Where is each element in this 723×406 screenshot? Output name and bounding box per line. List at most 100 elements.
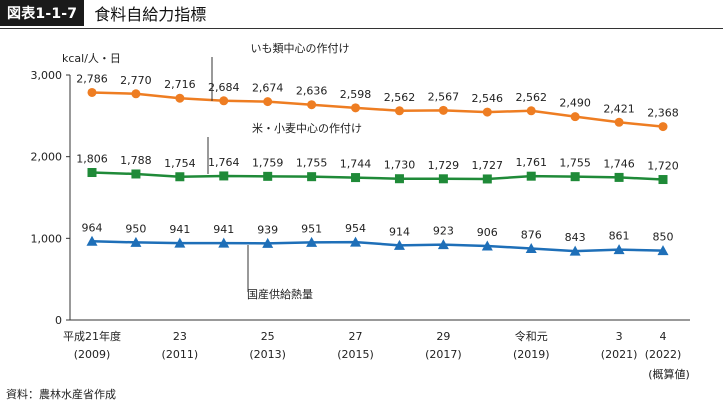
x-tick-year-label: (2011) — [162, 348, 199, 361]
series-line — [91, 171, 664, 181]
data-label: 1,720 — [647, 160, 679, 173]
data-point — [263, 97, 273, 107]
data-point — [350, 236, 362, 247]
data-label: 906 — [477, 226, 498, 239]
data-label: 1,759 — [252, 156, 284, 169]
data-point — [263, 171, 273, 181]
data-point — [438, 174, 448, 184]
data-point — [262, 237, 274, 248]
header-divider — [0, 28, 723, 29]
y-axis-unit-label: kcal/人・日 — [62, 52, 121, 65]
data-point — [175, 93, 185, 103]
x-tick-year-label: (2013) — [249, 348, 286, 361]
x-tick-year-label: (2019) — [513, 348, 550, 361]
data-point — [570, 172, 580, 182]
data-label: 941 — [213, 223, 234, 236]
data-point — [569, 245, 581, 256]
data-label: 1,755 — [296, 157, 328, 170]
x-tick-label: 平成21年度 — [63, 329, 121, 343]
data-point — [87, 168, 97, 178]
data-label: 1,730 — [384, 159, 416, 172]
x-tick-year-label: (2017) — [425, 348, 462, 361]
data-label: 861 — [609, 230, 630, 243]
series-kome: 1,806 1,788 1,754 1,764 1,759 1,755 1,744 1,730… — [76, 153, 679, 185]
y-tick-label: 3,000 — [31, 69, 63, 82]
x-tick-year-label: (2015) — [337, 348, 374, 361]
data-label: 1,729 — [428, 159, 460, 172]
y-tick-label: 2,000 — [31, 151, 63, 164]
data-label: 2,546 — [472, 92, 504, 105]
data-point — [306, 236, 318, 247]
data-label: 2,368 — [647, 107, 679, 120]
data-point — [307, 172, 317, 182]
data-label: 2,562 — [384, 91, 416, 104]
data-point — [481, 240, 493, 251]
data-point — [219, 171, 229, 181]
data-point — [87, 87, 97, 97]
y-tick-label: 1,000 — [31, 232, 63, 245]
data-label: 1,744 — [340, 158, 372, 171]
data-point — [437, 239, 449, 250]
data-label: 2,636 — [296, 85, 328, 98]
series-kokusan: 964 950 941 941 939 951 954 914 923 906 876 843 861 8… — [82, 221, 674, 256]
data-label: 2,716 — [164, 78, 196, 91]
x-tick-year-label: (2022) — [645, 348, 682, 361]
data-label: 2,421 — [603, 102, 635, 115]
x-tick-label: 29 — [436, 330, 450, 343]
data-label: 843 — [565, 231, 586, 244]
data-point — [614, 117, 624, 127]
data-label: 2,786 — [76, 72, 108, 85]
x-tick-label: 令和元 — [515, 329, 548, 343]
data-label: 1,761 — [515, 156, 547, 169]
data-label: 914 — [389, 225, 410, 238]
data-label: 951 — [301, 222, 322, 235]
data-point — [613, 244, 625, 255]
data-point — [131, 89, 141, 99]
data-label: 1,764 — [208, 156, 240, 169]
data-label: 1,746 — [603, 157, 635, 170]
data-point — [131, 169, 141, 179]
data-label: 1,788 — [120, 154, 152, 167]
y-tick-label: 0 — [55, 314, 62, 327]
series-line — [91, 91, 664, 128]
data-label: 950 — [125, 222, 146, 235]
data-point — [218, 237, 230, 248]
series-imo: 2,786 2,770 2,716 2,684 2,674 2,636 2,598 2,562… — [76, 72, 679, 132]
data-label: 1,754 — [164, 157, 196, 170]
data-point — [658, 122, 668, 132]
data-label: 2,674 — [252, 82, 284, 95]
data-point — [307, 100, 317, 110]
x-tick-label: 25 — [261, 330, 275, 343]
data-point — [394, 106, 404, 116]
data-label: 939 — [257, 223, 278, 236]
x-tick-label: 3 — [616, 330, 623, 343]
data-label: 1,727 — [472, 159, 504, 172]
figure-header: 図表1-1-7 食料自給力指標 — [0, 0, 206, 26]
data-point — [130, 236, 142, 247]
data-point — [525, 242, 537, 253]
data-point — [658, 175, 668, 185]
data-point — [526, 171, 536, 181]
data-label: 876 — [521, 228, 542, 241]
figure-title: 食料自給力指標 — [94, 5, 207, 24]
series-name-label: 米・小麦中心の作付け — [252, 122, 362, 135]
source-note: 資料：農林水産省作成 — [6, 388, 116, 401]
data-point — [86, 235, 98, 246]
data-point — [394, 174, 404, 184]
data-point — [482, 174, 492, 184]
data-point — [351, 103, 361, 113]
series-line — [91, 240, 664, 253]
data-label: 2,598 — [340, 88, 372, 101]
chart-series: 2,786 2,770 2,716 2,684 2,674 2,636 2,598 2,562… — [76, 72, 679, 256]
data-point — [351, 173, 361, 183]
data-label: 1,755 — [559, 157, 591, 170]
data-label: 850 — [653, 231, 674, 244]
x-tick-label: 4 — [660, 330, 667, 343]
data-point — [393, 239, 405, 250]
x-tick-label: 23 — [173, 330, 187, 343]
data-label: 941 — [169, 223, 190, 236]
